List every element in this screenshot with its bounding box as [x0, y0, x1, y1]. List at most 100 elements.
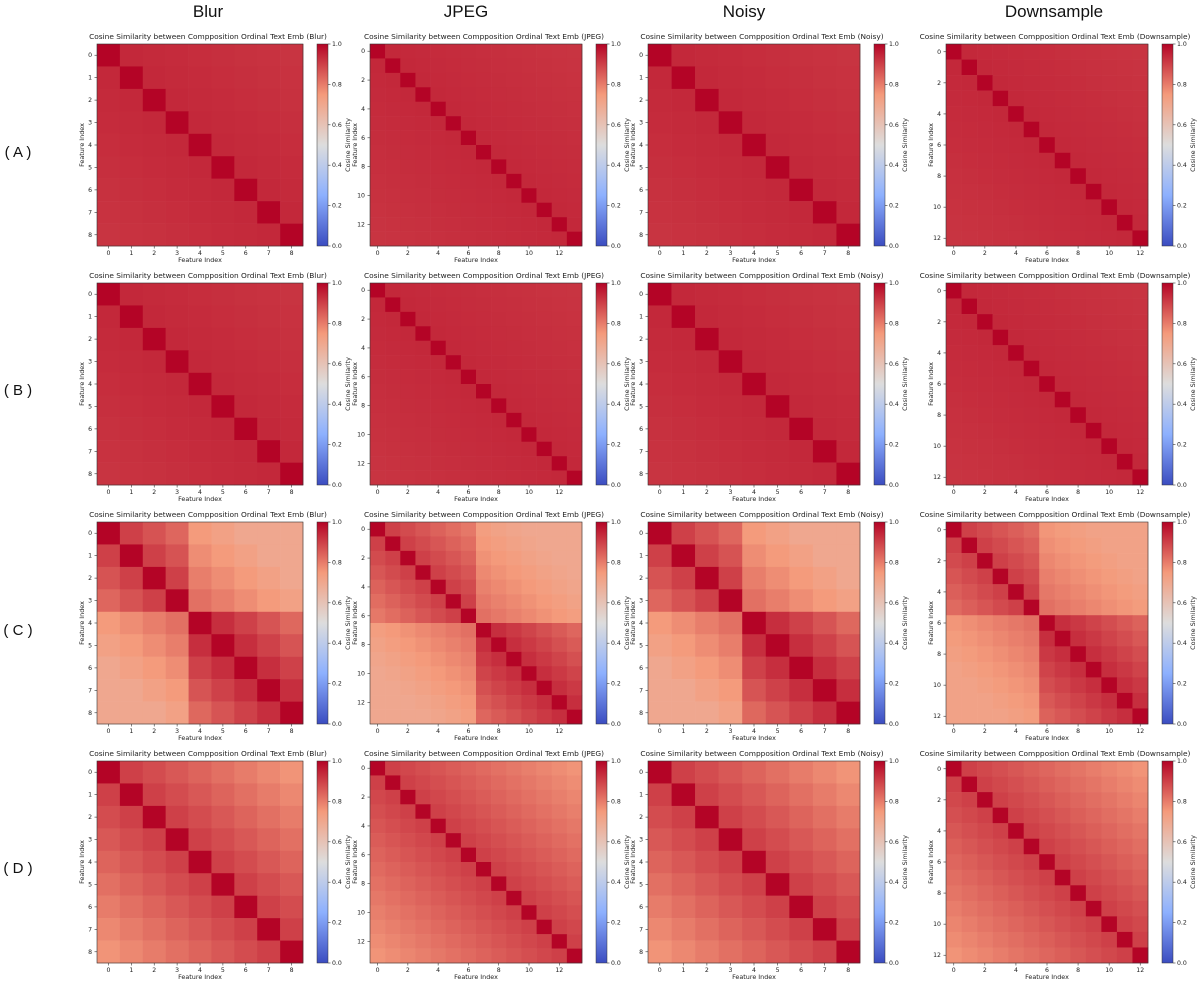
- x-axis-label: Feature Index: [1025, 495, 1069, 503]
- heatmap-cell: [765, 611, 790, 635]
- heatmap-cell: [234, 656, 258, 680]
- heatmap-cell: [415, 818, 431, 834]
- heatmap-cell: [491, 188, 507, 204]
- heatmap-cell: [566, 709, 583, 725]
- heatmap-cell: [385, 188, 401, 204]
- colorbar-tick-label: 0.2: [611, 442, 621, 449]
- heatmap-cell: [491, 173, 507, 189]
- heatmap-cell: [946, 677, 962, 694]
- heatmap-cell: [1039, 360, 1056, 377]
- panel-title: Cosine Similarity between Compposition O…: [364, 510, 604, 519]
- heatmap-cell: [257, 327, 281, 351]
- x-tick-label: 2: [406, 250, 410, 257]
- heatmap-cell: [491, 297, 507, 313]
- heatmap-cell: [671, 350, 696, 374]
- y-tick-label: 2: [937, 797, 941, 804]
- heatmap-cell: [491, 536, 507, 552]
- heatmap-cell: [812, 850, 837, 874]
- y-tick-label: 12: [933, 713, 941, 720]
- heatmap-cell: [460, 217, 477, 232]
- heatmap-cell: [789, 133, 814, 157]
- heatmap-cell: [430, 709, 447, 725]
- heatmap-cell: [476, 862, 492, 877]
- colorbar-tick-label: 1.0: [611, 758, 621, 765]
- heatmap-cell: [165, 44, 189, 67]
- heatmap-cell: [430, 789, 447, 805]
- heatmap-cell: [211, 372, 235, 396]
- heatmap-cell: [257, 611, 281, 635]
- heatmap-cell: [476, 833, 492, 848]
- heatmap-cell: [415, 355, 431, 370]
- heatmap-cell: [400, 637, 416, 653]
- heatmap-cell: [445, 522, 462, 537]
- heatmap-cell: [445, 709, 462, 725]
- heatmap-cell: [385, 355, 401, 370]
- heatmap-cell: [695, 701, 719, 725]
- y-axis-label: Feature Index: [927, 601, 935, 645]
- heatmap-cell: [789, 701, 814, 725]
- heatmap-cell: [280, 828, 304, 852]
- heatmap-cell: [551, 87, 568, 103]
- heatmap-cell: [460, 905, 477, 921]
- heatmap-cell: [648, 544, 672, 568]
- heatmap-cell: [992, 314, 1009, 330]
- x-axis-label: Feature Index: [454, 495, 498, 503]
- heatmap-cell: [536, 217, 553, 232]
- heatmap-cell: [1054, 708, 1071, 725]
- heatmap-cell: [1132, 646, 1149, 663]
- heatmap-cell: [977, 199, 993, 216]
- heatmap-cell: [551, 709, 568, 725]
- heatmap-cell: [370, 608, 386, 624]
- y-tick-label: 6: [639, 904, 643, 911]
- colorbar-tick-label: 0.0: [611, 721, 621, 728]
- heatmap-cell: [566, 934, 583, 949]
- heatmap-cell: [1070, 661, 1087, 678]
- heatmap-cell: [1023, 230, 1040, 247]
- heatmap-panel-b-blur: Cosine Similarity between Compposition O…: [78, 271, 352, 503]
- heatmap-cell: [1023, 792, 1040, 808]
- heatmap-cell: [1085, 298, 1102, 315]
- heatmap-cell: [992, 761, 1009, 777]
- heatmap-cell: [280, 111, 304, 135]
- heatmap-cell: [188, 611, 212, 635]
- heatmap-cell: [977, 615, 993, 632]
- heatmap-cell: [1101, 708, 1118, 725]
- y-tick-label: 7: [88, 448, 92, 455]
- y-tick-label: 3: [639, 120, 643, 127]
- heatmap-cell: [1023, 807, 1040, 824]
- y-tick-label: 6: [639, 426, 643, 433]
- heatmap-cell: [1008, 792, 1024, 808]
- y-tick-label: 8: [361, 881, 365, 888]
- heatmap-cell: [1039, 584, 1056, 600]
- heatmap-cell: [370, 87, 386, 103]
- y-tick-label: 4: [639, 142, 643, 149]
- heatmap-cell: [536, 680, 553, 696]
- heatmap-cell: [671, 805, 696, 829]
- colorbar-tick-label: 0.4: [1177, 640, 1187, 647]
- heatmap-cell: [992, 422, 1009, 439]
- heatmap-cell: [1116, 314, 1133, 330]
- heatmap-cell: [992, 360, 1009, 377]
- heatmap-cell: [1008, 199, 1024, 216]
- heatmap-cell: [1023, 661, 1040, 678]
- heatmap-cell: [551, 116, 568, 131]
- heatmap-cell: [445, 145, 462, 160]
- heatmap-cell: [961, 661, 978, 678]
- heatmap-cell: [1054, 568, 1071, 585]
- heatmap-cell: [142, 611, 166, 635]
- heatmap-cell: [1054, 677, 1071, 694]
- heatmap-cell: [1132, 807, 1149, 824]
- heatmap-cell: [1008, 329, 1024, 346]
- heatmap-cell: [536, 398, 553, 414]
- heatmap-cell: [415, 579, 431, 595]
- heatmap-cell: [370, 72, 386, 88]
- heatmap-cell: [1116, 90, 1133, 107]
- colorbar-tick-label: 0.0: [611, 243, 621, 250]
- heatmap-cell: [1023, 869, 1040, 886]
- heatmap-cell: [165, 111, 189, 135]
- heatmap-cell: [234, 895, 258, 919]
- heatmap-cell: [1023, 422, 1040, 439]
- colorbar-tick-label: 0.4: [611, 879, 621, 886]
- heatmap-cell: [648, 918, 672, 941]
- heatmap-cell: [977, 168, 993, 185]
